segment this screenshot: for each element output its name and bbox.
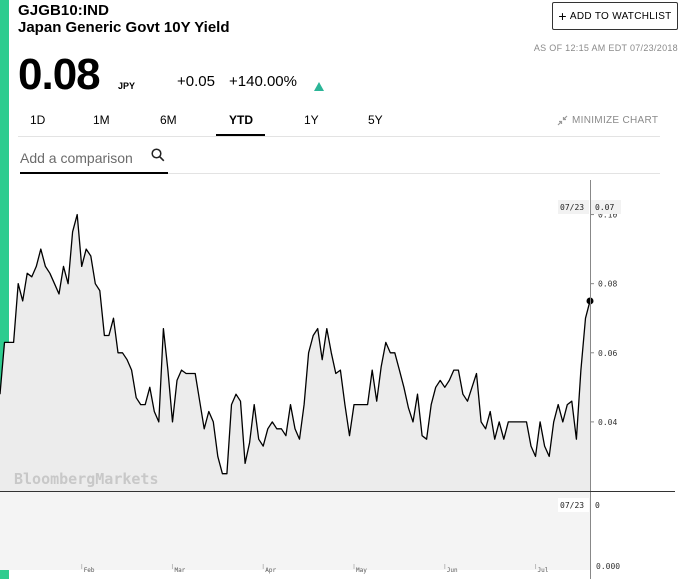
tab-ytd[interactable]: YTD (229, 113, 253, 127)
watchlist-label: ADD TO WATCHLIST (569, 10, 672, 22)
x-tick-label: Jul (538, 567, 549, 574)
minimize-label: MINIMIZE CHART (572, 115, 659, 126)
volume-panel-background (0, 492, 590, 570)
as-of-timestamp: AS OF 12:15 AM EDT 07/23/2018 (533, 43, 678, 53)
comparison-search-input[interactable] (20, 146, 168, 170)
last-date-box (558, 200, 589, 214)
add-to-watchlist-button[interactable]: + ADD TO WATCHLIST (552, 2, 678, 30)
bloomberg-watermark: BloombergMarkets (14, 470, 159, 488)
yield-chart[interactable]: BloombergMarkets 0.10 0.08 0.06 0.04 07/23 0.0… (0, 180, 680, 579)
minimize-chart-button[interactable]: MINIMIZE CHART (557, 115, 658, 126)
plus-icon: + (558, 8, 567, 24)
x-tick-label: Apr (265, 567, 276, 574)
x-tick-label: Mar (174, 567, 185, 574)
tabs-divider (18, 136, 660, 137)
volume-value-label: 0 (595, 501, 600, 510)
y-tick-label: 0.10 (598, 211, 617, 220)
tab-5y[interactable]: 5Y (368, 113, 383, 127)
up-arrow-icon (314, 82, 324, 91)
security-name: Japan Generic Govt 10Y Yield (18, 19, 230, 36)
accent-bar (0, 0, 9, 579)
x-tick-label: Jun (447, 567, 458, 574)
x-tick-label: Feb (84, 567, 95, 574)
y-tick-label: 0.04 (598, 418, 617, 427)
minimize-icon (557, 115, 568, 126)
last-value-box (591, 200, 621, 214)
price-series-line (0, 213, 591, 475)
price-value: 0.08 (18, 50, 101, 99)
price-area-fill (0, 214, 590, 491)
tab-1d[interactable]: 1D (30, 113, 46, 127)
y-tick-label: 0.06 (598, 349, 617, 358)
comparison-divider (168, 173, 660, 174)
tab-1m[interactable]: 1M (93, 113, 110, 127)
y-tick-label: 0.08 (598, 280, 617, 289)
last-value-label: 0.07 (595, 203, 614, 212)
ticker-symbol: GJGB10:IND (18, 2, 110, 19)
tab-6m[interactable]: 6M (160, 113, 177, 127)
volume-bottom-tick: 0.000 (596, 562, 620, 571)
search-icon[interactable] (151, 148, 165, 162)
price-change: +0.05 (177, 73, 215, 90)
x-tick-label: May (356, 567, 367, 574)
comparison-input-underline (20, 172, 168, 174)
tab-1y[interactable]: 1Y (304, 113, 319, 127)
volume-date-label: 07/23 (560, 501, 584, 510)
percent-change: +140.00% (229, 73, 297, 90)
currency-label: JPY (118, 81, 136, 91)
volume-date-box (558, 498, 589, 512)
active-tab-indicator (216, 134, 265, 136)
last-date-label: 07/23 (560, 203, 584, 212)
